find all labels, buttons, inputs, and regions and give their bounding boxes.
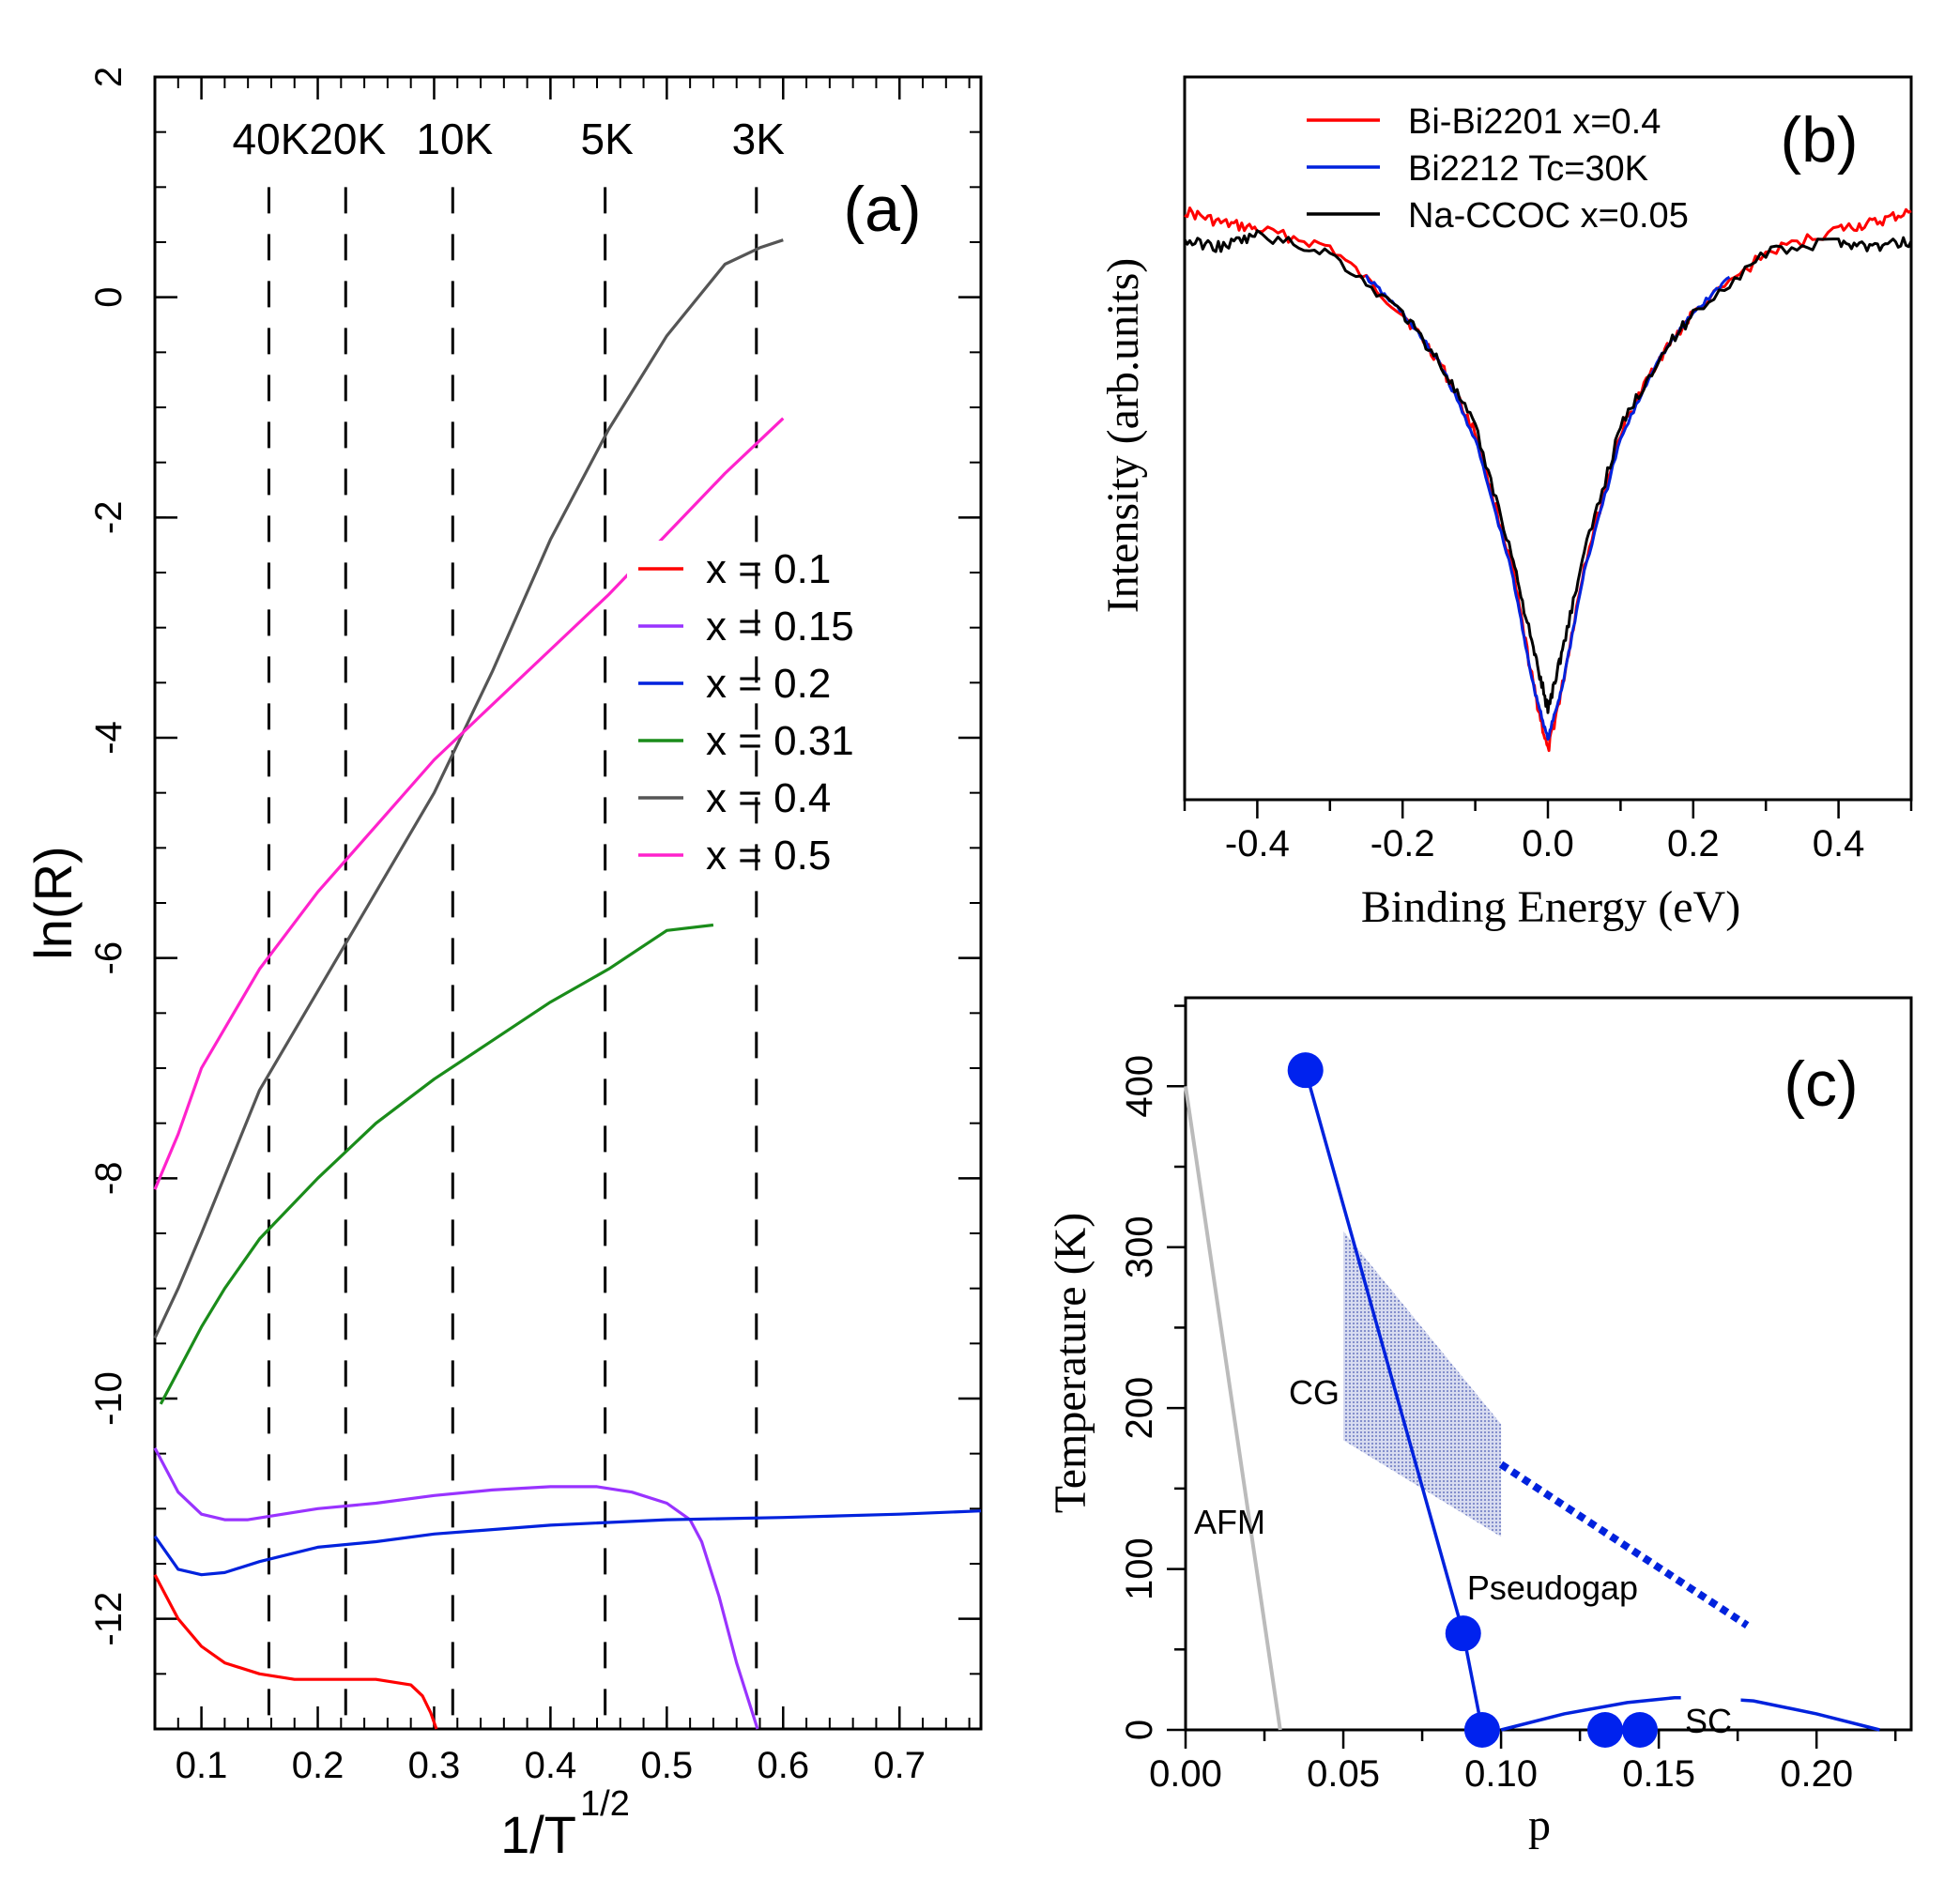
x-tick-label-b: 0.4 (1813, 823, 1865, 864)
legend-a-label: x = 0.4 (706, 775, 831, 821)
y-tick-label-a: -6 (88, 941, 130, 975)
y-tick-label-c: 300 (1119, 1216, 1160, 1278)
data-point-c (1287, 1052, 1324, 1089)
series-a-0.4 (153, 238, 784, 1339)
afm-line (1184, 1086, 1282, 1731)
x-tick-label-a: 0.6 (757, 1745, 809, 1786)
legend-a-label: x = 0.5 (706, 833, 831, 879)
panel-b: -0.4 -0.2 0.0 0.2 0.4 (b) Binding Energy (eV… (1098, 75, 1913, 932)
x-axis-title-a-exponent: 1/2 (580, 1784, 630, 1824)
x-tick-label-c: 0.15 (1622, 1753, 1695, 1795)
y-tick-label-a: -8 (88, 1162, 130, 1196)
x-tick-label-c: 0.05 (1307, 1753, 1380, 1795)
data-point-c (1463, 1712, 1500, 1748)
legend-a-label: x = 0.2 (706, 661, 831, 707)
reference-label-20K: 20K (309, 115, 386, 163)
legend-b-label: Na-CCOC x=0.05 (1408, 196, 1689, 236)
legend-b: Bi-Bi2201 x=0.4 Bi2212 Tc=30K Na-CCOC x=0.… (1307, 102, 1689, 236)
y-tick-label-a: -10 (88, 1371, 130, 1426)
reference-label-5K: 5K (581, 115, 635, 163)
legend-b-label: Bi2212 Tc=30K (1408, 149, 1648, 189)
series-b-0 (1184, 206, 1912, 753)
y-tick-label-c: 0 (1119, 1720, 1160, 1740)
x-tick-label-c: 0.10 (1464, 1753, 1538, 1795)
x-tick-label-a: 0.7 (873, 1745, 926, 1786)
data-point-c (1586, 1712, 1623, 1748)
panel-a-x-axis-title: 1/T 1/2 (500, 1784, 630, 1864)
sc-label-gap (1680, 1690, 1741, 1716)
series-a-0.2 (153, 1509, 982, 1577)
reference-label-10K: 10K (416, 115, 493, 163)
x-tick-label-b: -0.4 (1225, 823, 1290, 864)
x-tick-label-a: 0.2 (292, 1745, 345, 1786)
cg-region (1343, 1231, 1502, 1537)
x-axis-title-b: Binding Energy (eV) (1361, 882, 1740, 932)
panel-a-label: (a) (843, 174, 921, 245)
legend-b-label: Bi-Bi2201 x=0.4 (1408, 102, 1661, 142)
series-b-1 (1365, 274, 1731, 742)
series-a-0.31 (159, 923, 714, 1405)
y-tick-label-a: -2 (88, 501, 130, 535)
x-tick-label-a: 0.5 (641, 1745, 694, 1786)
x-tick-label-a: 0.4 (525, 1745, 577, 1786)
legend-a-label: x = 0.31 (706, 718, 854, 764)
legend-a: x = 0.1 x = 0.15 x = 0.2 x = 0.31 x = 0.4 x =… (627, 541, 854, 879)
y-tick-label-c: 400 (1119, 1055, 1160, 1118)
series-a-0.15 (153, 1447, 759, 1730)
y-tick-label-a: -4 (88, 721, 130, 755)
x-tick-label-b: 0.2 (1667, 823, 1720, 864)
x-tick-label-b: -0.2 (1370, 823, 1435, 864)
annotation-cg: CG (1289, 1373, 1340, 1412)
x-tick-label-a: 0.1 (176, 1745, 228, 1786)
annotation-pseudogap: Pseudogap (1467, 1568, 1638, 1607)
x-tick-label-b: 0.0 (1522, 823, 1574, 864)
x-tick-label-c: 0.00 (1149, 1753, 1222, 1795)
series-b-2 (1183, 229, 1913, 714)
panel-a-frame (153, 75, 983, 1731)
y-axis-title-a: ln(R) (23, 846, 83, 959)
reference-label-3K: 3K (732, 115, 786, 163)
data-point-c (1621, 1712, 1658, 1748)
x-axis-title-c: p (1528, 1800, 1551, 1850)
legend-a-label: x = 0.15 (706, 604, 854, 650)
panel-c-label: (c) (1784, 1048, 1858, 1120)
legend-a-gap (627, 541, 721, 593)
y-tick-label-c: 100 (1119, 1537, 1160, 1600)
legend-a-label: x = 0.1 (706, 546, 831, 592)
y-tick-label-c: 200 (1119, 1377, 1160, 1440)
y-tick-label-a: 0 (88, 287, 130, 308)
x-tick-label-a: 0.3 (408, 1745, 461, 1786)
panel-a: 40K 20K 10K 5K 3K 0.1 0.2 0.3 0.4 0.5 0.6 0.7 2 0 -2 -… (23, 67, 983, 1864)
data-point-c (1445, 1615, 1481, 1652)
pseudogap-dotted-line (1498, 1460, 1750, 1629)
y-axis-title-b: Intensity (arb.units) (1098, 258, 1148, 614)
series-a-0.5 (153, 417, 785, 1190)
x-tick-label-c: 0.20 (1780, 1753, 1853, 1795)
y-tick-label-a: 2 (88, 67, 130, 87)
panel-b-label: (b) (1780, 104, 1858, 176)
annotation-afm: AFM (1194, 1503, 1265, 1541)
series-a-0.1 (153, 1573, 438, 1730)
annotation-sc: SC (1685, 1702, 1732, 1740)
y-axis-title-c: Temperature (K) (1046, 1213, 1095, 1513)
y-tick-label-a: -12 (88, 1592, 130, 1646)
reference-label-40K: 40K (233, 115, 310, 163)
x-axis-title-a: 1/T (500, 1805, 576, 1864)
